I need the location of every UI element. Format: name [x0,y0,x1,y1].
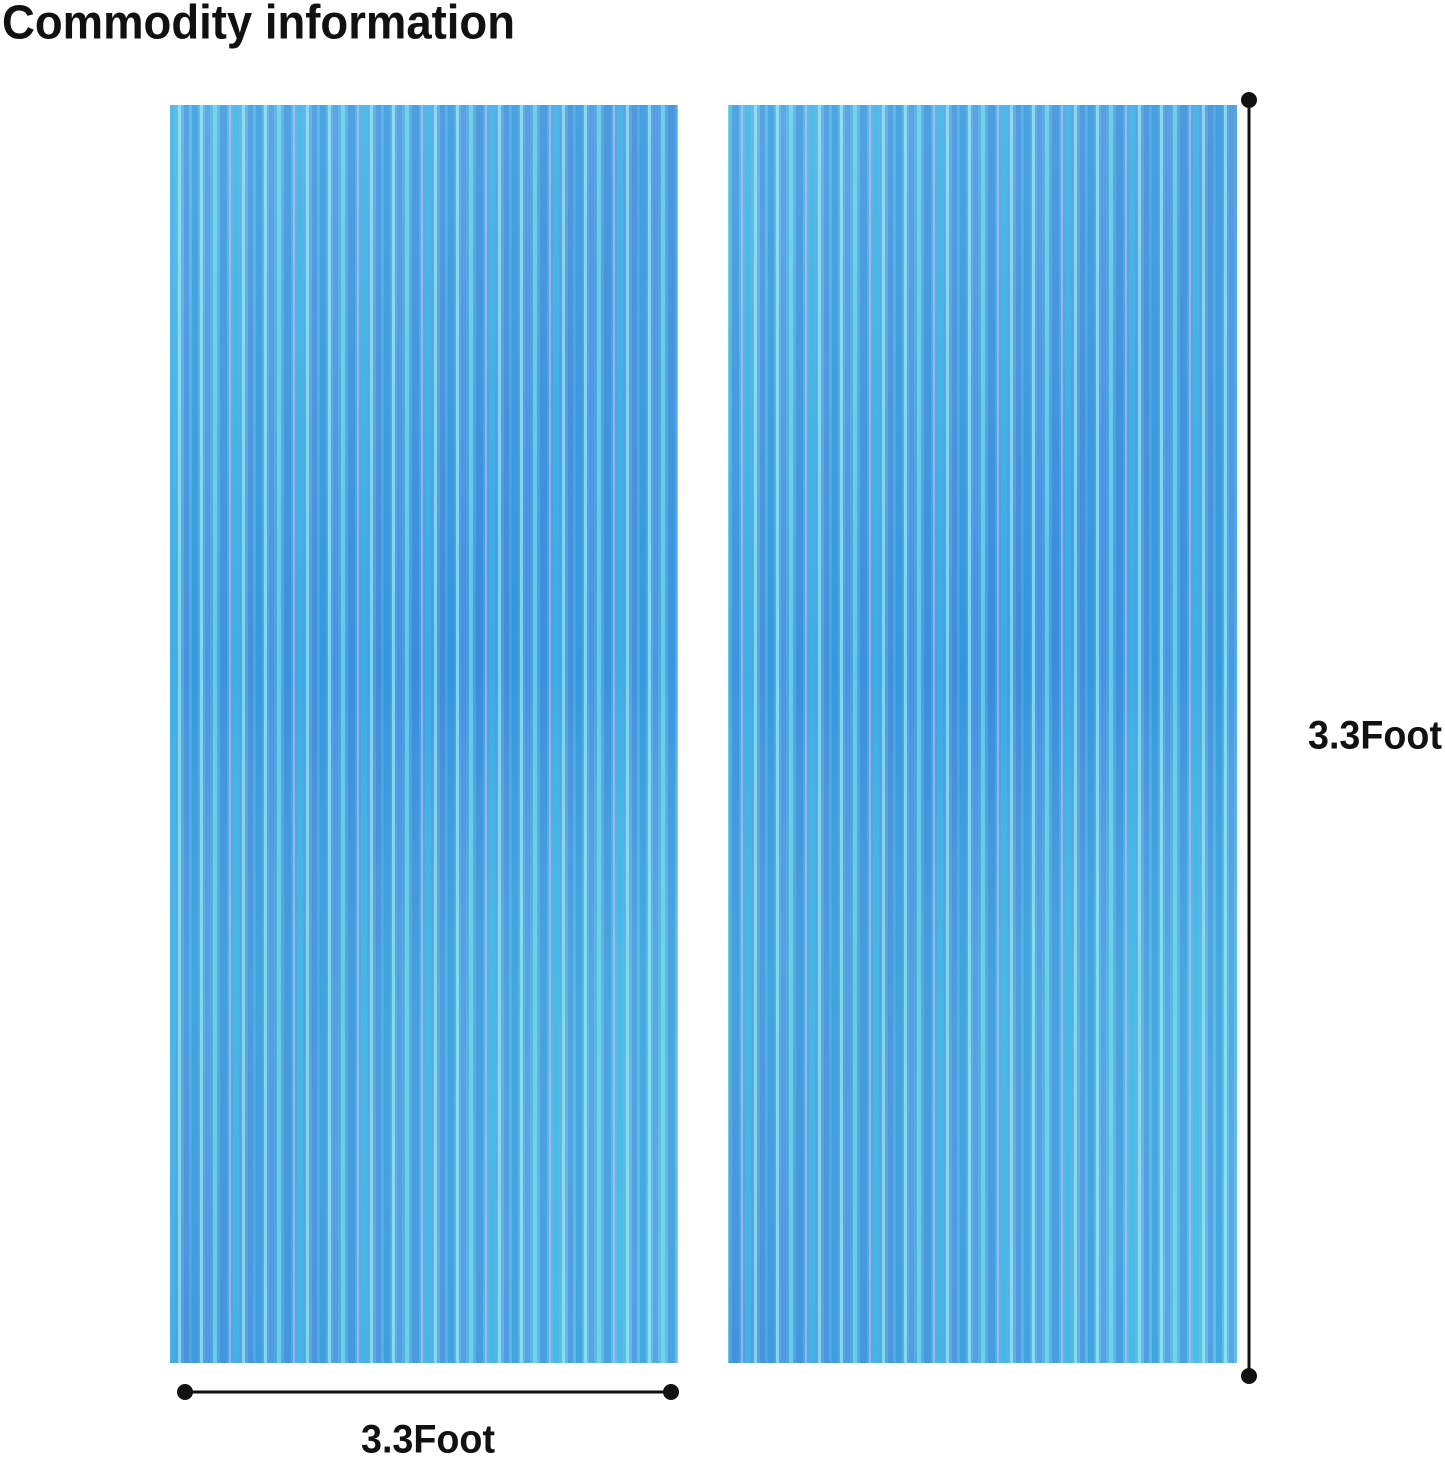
width-indicator [177,1384,679,1400]
curtain-left [170,105,678,1363]
width-label: 3.3Foot [361,1418,495,1462]
height-label: 3.3Foot [1308,714,1442,758]
curtain-right [728,105,1237,1363]
title: Commodity information [2,0,515,50]
height-indicator [1241,92,1257,1384]
